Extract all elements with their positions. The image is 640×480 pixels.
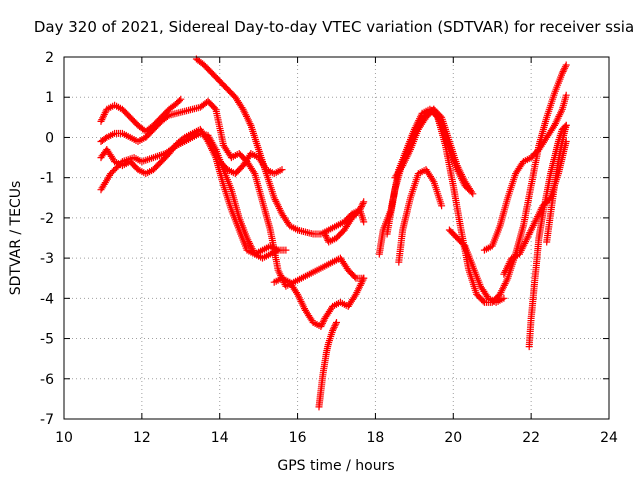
y-tick-label: -7 xyxy=(40,412,54,428)
axis-ticks xyxy=(63,56,610,420)
y-tick-label: 0 xyxy=(45,130,54,146)
x-tick-labels: 10 12 14 16 18 20 22 24 xyxy=(55,430,618,446)
series-G xyxy=(270,274,368,330)
x-tick-label: 12 xyxy=(133,430,151,446)
series-N xyxy=(445,226,508,306)
y-tick-label: -3 xyxy=(40,251,54,267)
series-R xyxy=(543,121,570,246)
x-tick-label: 22 xyxy=(522,430,540,446)
y-tick-label: -4 xyxy=(40,291,54,307)
marker-path xyxy=(525,121,570,351)
series-F xyxy=(216,150,286,178)
data-points xyxy=(97,55,570,411)
series-A xyxy=(97,95,185,135)
marker-path xyxy=(480,91,570,254)
series-L xyxy=(395,166,446,266)
marker-path xyxy=(315,319,340,411)
x-tick-label: 16 xyxy=(289,430,307,446)
y-tick-label: -1 xyxy=(40,171,54,187)
x-tick-label: 14 xyxy=(211,430,229,446)
series-E xyxy=(192,55,368,238)
marker-path xyxy=(395,166,446,266)
series-O xyxy=(480,91,570,254)
marker-path xyxy=(321,206,368,246)
marker-path xyxy=(192,55,368,238)
y-tick-label: -2 xyxy=(40,211,54,227)
marker-path xyxy=(97,97,368,290)
y-axis-label: SDTVAR / TECUs xyxy=(8,181,24,296)
y-tick-label: -6 xyxy=(40,372,54,388)
series-M xyxy=(383,105,473,238)
x-tick-label: 24 xyxy=(600,430,618,446)
x-tick-label: 20 xyxy=(444,430,462,446)
x-axis-label: GPS time / hours xyxy=(277,458,394,474)
marker-path xyxy=(270,274,368,330)
marker-path xyxy=(445,226,508,306)
series-I xyxy=(321,206,368,246)
y-tick-label: 2 xyxy=(45,50,54,66)
marker-path xyxy=(216,150,286,178)
y-tick-labels: -7 -6 -5 -4 -3 -2 -1 0 1 2 xyxy=(40,50,54,428)
series-Q xyxy=(525,121,570,351)
series-B xyxy=(97,97,368,290)
marker-path xyxy=(97,95,185,135)
x-tick-label: 10 xyxy=(55,430,73,446)
marker-path xyxy=(383,105,473,238)
plot-frame xyxy=(63,56,610,420)
marker-path xyxy=(543,121,570,246)
y-tick-label: -5 xyxy=(40,332,54,348)
x-tick-label: 18 xyxy=(367,430,385,446)
chart-title: Day 320 of 2021, Sidereal Day-to-day VTE… xyxy=(34,18,634,36)
series-H xyxy=(315,319,340,411)
y-tick-label: 1 xyxy=(45,90,54,106)
